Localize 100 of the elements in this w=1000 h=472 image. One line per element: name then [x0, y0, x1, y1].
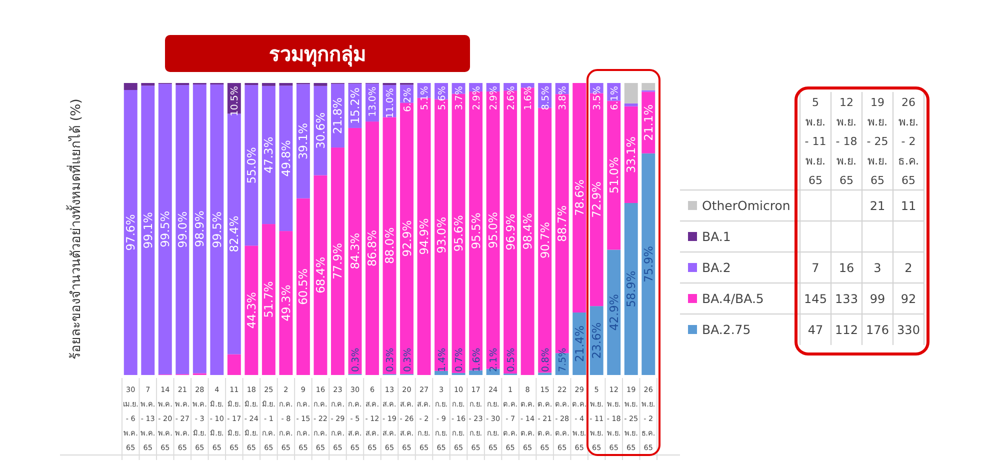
- data-label: 94.9%: [417, 218, 432, 255]
- bar: [642, 83, 656, 90]
- data-label: 33.1%: [624, 136, 638, 173]
- y-axis-title: ร้อยละของจำนวนตัวอย่างทั้งหมดที่แยกได้ (%): [66, 98, 84, 360]
- data-label: 21.4%: [572, 325, 586, 362]
- data-label: 0.8%: [540, 348, 552, 372]
- data-label: 72.9%: [590, 181, 604, 218]
- data-label: 95.0%: [486, 212, 500, 248]
- bar: [227, 354, 241, 375]
- bar: [434, 370, 448, 375]
- data-label: 21.1%: [641, 104, 656, 141]
- data-label: 5.6%: [436, 86, 448, 110]
- bar: [210, 84, 224, 375]
- bar: [382, 117, 396, 374]
- data-label: 112: [835, 323, 858, 337]
- data-label: 10.5%: [230, 86, 241, 116]
- data-label: 7.5%: [558, 348, 569, 372]
- bar: [366, 122, 379, 375]
- y-tick-label: BA.1: [702, 229, 731, 244]
- data-label: 1.6%: [523, 86, 534, 110]
- data-label: 3: [874, 261, 882, 275]
- y-tick-label: BA.2.75: [702, 322, 751, 337]
- y-tick-label: OtherOmicron: [702, 198, 790, 213]
- data-label: 96.9%: [503, 214, 518, 250]
- data-label: 2.9%: [488, 86, 500, 110]
- x-tick-label: 26 พ.ย. - 2 ธ.ค. 65: [898, 96, 919, 187]
- data-label: 330: [897, 323, 920, 337]
- data-label: 6.1%: [609, 86, 620, 110]
- bar: [158, 84, 172, 374]
- data-label: 30.6%: [313, 112, 328, 149]
- data-label: 0.5%: [506, 348, 517, 372]
- data-label: 58.9%: [624, 270, 638, 308]
- data-label: 95.6%: [452, 215, 466, 252]
- data-label: 95.5%: [468, 212, 483, 250]
- data-label: 99.1%: [140, 212, 155, 249]
- data-label: 92.9%: [400, 220, 414, 257]
- bar: [262, 224, 276, 375]
- data-label: 99.0%: [175, 211, 190, 248]
- bar: [279, 231, 293, 375]
- data-label: 11: [900, 199, 916, 213]
- bar: [279, 83, 293, 86]
- data-label: 88.0%: [382, 227, 396, 264]
- chart-title: รวมทุกกลุ่ม: [269, 42, 366, 67]
- data-label: 176: [866, 323, 889, 337]
- y-tick-label: BA.4/BA.5: [702, 291, 764, 306]
- data-label: 47.3%: [262, 136, 276, 174]
- bar: [572, 83, 586, 313]
- data-label: 13.0%: [368, 86, 379, 117]
- data-label: 3.8%: [558, 86, 569, 110]
- data-label: 60.5%: [296, 268, 310, 305]
- bar: [262, 83, 276, 86]
- data-label: 133: [835, 292, 858, 306]
- data-label: 93.0%: [434, 216, 448, 254]
- bar: [279, 86, 293, 232]
- data-label: 0.3%: [385, 348, 396, 372]
- bar: [296, 198, 310, 375]
- data-label: 8.5%: [540, 86, 552, 110]
- data-label: 55.0%: [244, 147, 258, 184]
- bar: [330, 148, 344, 375]
- data-label: 77.9%: [330, 242, 345, 280]
- bar: [124, 90, 138, 375]
- data-label: 78.6%: [572, 179, 586, 216]
- data-label: 92: [900, 292, 916, 306]
- data-label: 47: [808, 323, 824, 337]
- data-label: 0.3%: [350, 348, 362, 372]
- data-label: 6.2%: [402, 88, 414, 112]
- data-label: 15.2%: [348, 87, 362, 124]
- data-label: 39.1%: [296, 122, 310, 160]
- bar: [520, 83, 534, 88]
- data-label: 49.3%: [278, 284, 293, 322]
- bar: [141, 83, 155, 86]
- data-label: 98.4%: [520, 213, 535, 250]
- bar: [227, 114, 241, 354]
- bar: [141, 86, 155, 375]
- bar: [520, 88, 534, 375]
- bar: [624, 103, 638, 106]
- data-label: 99.5%: [158, 210, 172, 248]
- bar: [642, 153, 656, 375]
- x-tick-label: 5 พ.ย. - 11 พ.ย. 65: [804, 96, 826, 187]
- x-tick-label: 19 พ.ย. - 25 พ.ย. 65: [866, 96, 888, 187]
- data-label: 0.3%: [402, 348, 414, 372]
- bar: [192, 84, 206, 374]
- data-label: 75.9%: [641, 246, 656, 282]
- data-label: 98.9%: [192, 210, 207, 248]
- y-tick-label: BA.2: [702, 260, 731, 275]
- data-label: 51.0%: [606, 156, 621, 194]
- data-label: 88.7%: [555, 205, 570, 242]
- data-label: 51.7%: [262, 281, 276, 318]
- data-label: 145: [804, 292, 827, 306]
- data-label: 23.6%: [590, 322, 604, 359]
- data-label: 99: [870, 292, 886, 306]
- bar: [262, 86, 276, 224]
- data-label: 7: [812, 261, 820, 275]
- data-label: 86.8%: [365, 230, 380, 267]
- data-label: 99.5%: [210, 211, 224, 248]
- bar: [538, 108, 552, 373]
- data-label: 42.9%: [606, 294, 621, 331]
- data-label: 3.7%: [454, 86, 466, 110]
- data-label: 3.5%: [592, 86, 604, 110]
- data-label: 5.1%: [420, 86, 431, 110]
